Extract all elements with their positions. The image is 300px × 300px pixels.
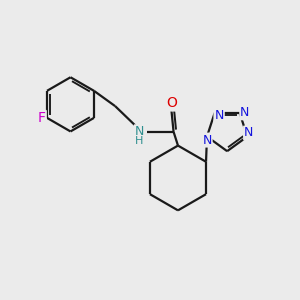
Text: H: H xyxy=(135,136,144,146)
Text: N: N xyxy=(240,106,250,119)
Text: F: F xyxy=(38,111,46,125)
Text: N: N xyxy=(202,134,212,147)
Text: O: O xyxy=(166,97,177,110)
Text: N: N xyxy=(135,125,144,138)
Text: N: N xyxy=(214,109,224,122)
Text: N: N xyxy=(244,127,254,140)
